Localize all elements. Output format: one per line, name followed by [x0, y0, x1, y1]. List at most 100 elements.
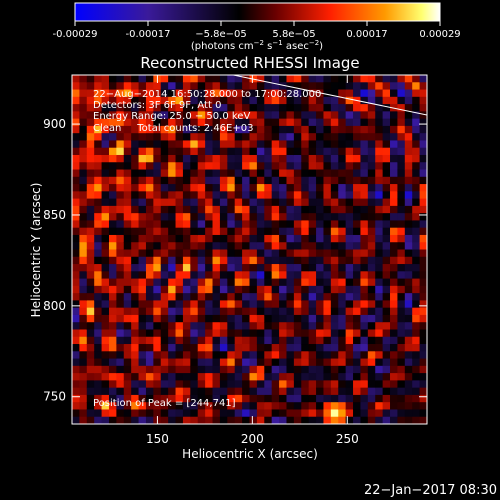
heatmap-cell	[227, 242, 236, 251]
heatmap-cell	[123, 380, 132, 389]
heatmap-cell	[390, 96, 399, 105]
heatmap-cell	[168, 387, 177, 396]
heatmap-cell	[168, 380, 177, 389]
heatmap-cell	[138, 300, 147, 309]
heatmap-cell	[79, 191, 88, 200]
heatmap-cell	[212, 307, 221, 316]
heatmap-cell	[279, 256, 288, 265]
heatmap-cell	[286, 329, 295, 338]
heatmap-cell	[397, 351, 406, 360]
heatmap-cell	[412, 314, 421, 323]
heatmap-cell	[145, 140, 154, 149]
heatmap-cell	[249, 191, 258, 200]
heatmap-cell	[219, 285, 228, 294]
heatmap-cell	[145, 89, 154, 98]
heatmap-cell	[153, 402, 162, 411]
heatmap-cell	[212, 293, 221, 301]
heatmap-cell	[330, 329, 339, 338]
heatmap-cell	[160, 75, 169, 83]
heatmap-cell	[323, 358, 332, 367]
heatmap-cell	[419, 307, 427, 316]
heatmap-cell	[419, 104, 427, 112]
heatmap-cell	[256, 256, 265, 265]
heatmap-cell	[404, 358, 413, 367]
heatmap-cell	[86, 154, 95, 163]
heatmap-cell	[72, 322, 80, 331]
heatmap-cell	[212, 365, 221, 374]
heatmap-cell	[190, 75, 199, 83]
heatmap-cell	[375, 380, 384, 389]
heatmap-cell	[293, 176, 302, 185]
heatmap-cell	[94, 285, 103, 294]
heatmap-cell	[79, 220, 88, 229]
heatmap-cell	[145, 264, 154, 272]
heatmap-cell	[182, 169, 191, 178]
heatmap-cell	[227, 285, 236, 294]
heatmap-cell	[382, 300, 391, 309]
heatmap-cell	[367, 104, 376, 112]
heatmap-cell	[160, 329, 169, 338]
heatmap-cell	[367, 227, 376, 236]
heatmap-cell	[160, 373, 169, 381]
heatmap-cell	[397, 402, 406, 411]
heatmap-cell	[353, 205, 362, 214]
x-axis-label: Heliocentric X (arcsec)	[182, 447, 318, 461]
heatmap-cell	[72, 191, 80, 200]
heatmap-cell	[353, 147, 362, 156]
heatmap-cell	[101, 351, 110, 360]
heatmap-cell	[293, 344, 302, 352]
heatmap-cell	[205, 133, 214, 142]
heatmap-cell	[116, 82, 125, 91]
heatmap-cell	[338, 111, 347, 120]
heatmap-cell	[264, 249, 273, 258]
heatmap-cell	[212, 191, 221, 200]
heatmap-cell	[123, 184, 132, 192]
heatmap-cell	[212, 300, 221, 309]
heatmap-cell	[390, 409, 399, 418]
heatmap-cell	[212, 111, 221, 120]
heatmap-cell	[168, 373, 177, 381]
heatmap-cell	[412, 111, 421, 120]
heatmap-cell	[412, 198, 421, 207]
heatmap-cell	[242, 394, 251, 403]
heatmap-cell	[404, 227, 413, 236]
heatmap-cell	[338, 373, 347, 381]
heatmap-cell	[227, 133, 236, 142]
heatmap-cell	[123, 96, 132, 105]
heatmap-cell	[219, 394, 228, 403]
heatmap-cell	[390, 133, 399, 142]
heatmap-cell	[190, 322, 199, 331]
heatmap-cell	[330, 205, 339, 214]
colorbar-label: (photons cm−2 s−1 asec−2)	[191, 39, 323, 52]
heatmap-cell	[79, 285, 88, 294]
heatmap-cell	[131, 82, 140, 91]
heatmap-cell	[271, 256, 280, 265]
heatmap-cell	[116, 75, 125, 83]
heatmap-cell	[353, 402, 362, 411]
heatmap-cell	[227, 380, 236, 389]
heatmap-cell	[160, 409, 169, 418]
heatmap-cell	[338, 234, 347, 243]
heatmap-cell	[205, 82, 214, 91]
heatmap-cell	[116, 104, 125, 112]
heatmap-cell	[330, 409, 339, 418]
heatmap-cell	[375, 147, 384, 156]
heatmap-cell	[404, 416, 413, 424]
heatmap-cell	[301, 351, 310, 360]
heatmap-cell	[160, 176, 169, 185]
heatmap-cell	[419, 140, 427, 149]
heatmap-cell	[397, 234, 406, 243]
heatmap-cell	[390, 351, 399, 360]
heatmap-cell	[264, 307, 273, 316]
heatmap-cell	[108, 140, 117, 149]
heatmap-cell	[382, 198, 391, 207]
heatmap-cell	[353, 162, 362, 171]
heatmap-cell	[316, 373, 325, 381]
heatmap-cell	[86, 111, 95, 120]
heatmap-cell	[197, 322, 206, 331]
heatmap-cell	[219, 344, 228, 352]
colorbar-tick-label: 0.00017	[346, 29, 387, 40]
heatmap-cell	[234, 336, 243, 345]
heatmap-cell	[108, 169, 117, 178]
heatmap-cell	[419, 125, 427, 134]
